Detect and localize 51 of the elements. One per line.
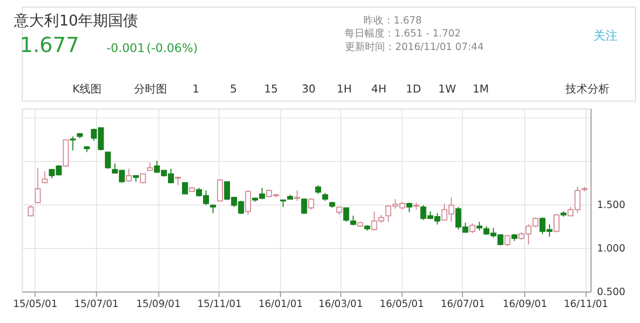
candlestick — [104, 152, 111, 170]
text: 1 — [192, 82, 200, 96]
text: (-0.06%) — [146, 41, 198, 56]
x-tick-label: 15/09/01 — [136, 298, 181, 310]
candlestick — [70, 136, 76, 151]
text: 分时图 — [134, 82, 167, 96]
candlestick — [217, 178, 223, 202]
candlestick — [140, 173, 146, 184]
text: 1.677 — [20, 33, 80, 58]
candlestick — [182, 182, 188, 194]
text: 技术分析 — [564, 82, 610, 96]
candlestick — [406, 202, 412, 213]
x-tick-label: 15/11/01 — [197, 298, 242, 310]
text: -0.001 — [106, 41, 145, 56]
text: K线图 — [72, 82, 102, 96]
candlestick — [294, 190, 300, 202]
x-tick-label: 16/09/01 — [502, 298, 548, 310]
chart-title: 意大利10年期国债 — [13, 12, 138, 30]
y-tick-label: 1.000 — [596, 243, 626, 254]
candlestick — [301, 198, 308, 214]
candlestick — [245, 190, 252, 216]
text: 4H — [371, 82, 386, 96]
text: 1M — [472, 82, 489, 96]
y-tick-label: 1.500 — [596, 200, 626, 211]
text: 1D — [406, 82, 422, 96]
text: 15 — [264, 82, 278, 96]
candlestick — [504, 234, 510, 247]
text: 昨收：1.678 — [364, 14, 422, 26]
text: 30 — [302, 82, 316, 96]
text: 更新时间：2016/11/01 07:44 — [345, 41, 484, 54]
text: 1H — [336, 82, 352, 96]
candlestick — [554, 213, 560, 233]
x-tick-label: 16/01/01 — [258, 298, 303, 310]
x-tick-label: 15/07/01 — [74, 298, 119, 310]
candlestick — [42, 170, 48, 184]
text: 关注 — [593, 28, 618, 42]
candlestick — [350, 215, 356, 226]
x-tick-label: 15/05/01 — [13, 298, 58, 310]
y-tick-label: 0.500 — [596, 286, 626, 298]
text: 1W — [438, 82, 456, 96]
candlestick — [126, 168, 132, 182]
candlestick — [28, 204, 34, 218]
candlestick — [343, 207, 350, 222]
text: 每日幅度：1.651 - 1.702 — [344, 27, 461, 40]
x-tick-label: 16/03/01 — [318, 298, 363, 310]
x-tick-label: 16/05/01 — [380, 298, 424, 310]
text: 5 — [230, 82, 237, 96]
x-tick-label: 16/07/01 — [440, 298, 486, 310]
candlestick — [34, 167, 41, 204]
x-tick-label: 16/11/01 — [564, 298, 608, 310]
candlestick — [469, 223, 476, 234]
